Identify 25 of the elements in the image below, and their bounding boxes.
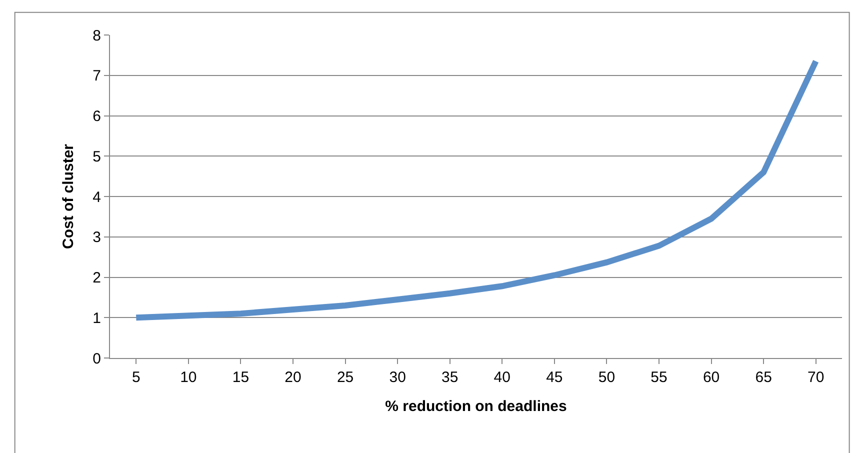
x-tick-label: 35 bbox=[442, 369, 458, 386]
x-tick-label: 45 bbox=[546, 369, 563, 386]
y-tick-label: 7 bbox=[92, 68, 101, 85]
x-tick-label: 60 bbox=[702, 369, 720, 386]
x-tick-label: 20 bbox=[284, 369, 302, 386]
y-tick-label: 0 bbox=[92, 350, 101, 368]
x-tick-label: 25 bbox=[336, 369, 354, 386]
x-tick-label: 70 bbox=[808, 369, 824, 386]
x-tick-label: 15 bbox=[232, 369, 250, 386]
y-tick-label: 4 bbox=[92, 188, 101, 206]
x-tick-label: 65 bbox=[755, 369, 772, 386]
x-tick-label: 30 bbox=[389, 369, 406, 386]
y-tick-label: 2 bbox=[92, 270, 101, 286]
x-tick-label: 5 bbox=[132, 369, 140, 386]
x-tick-label: 50 bbox=[598, 369, 616, 386]
y-tick-label: 1 bbox=[92, 310, 101, 327]
x-tick-label: 10 bbox=[180, 369, 197, 386]
y-tick-label: 8 bbox=[92, 27, 101, 44]
y-tick-label: 5 bbox=[92, 148, 101, 166]
y-axis-title: Cost of cluster bbox=[60, 144, 77, 250]
y-tick-label: 6 bbox=[92, 108, 101, 125]
y-tick-label: 3 bbox=[92, 229, 101, 246]
x-axis-title: % reduction on deadlines bbox=[385, 398, 567, 415]
x-tick-label: 40 bbox=[494, 369, 510, 386]
x-tick-label: 55 bbox=[650, 369, 668, 386]
